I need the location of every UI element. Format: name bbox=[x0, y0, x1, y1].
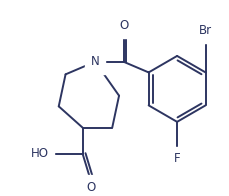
Text: O: O bbox=[119, 19, 128, 32]
Text: F: F bbox=[174, 152, 180, 165]
Text: O: O bbox=[86, 181, 95, 194]
Text: HO: HO bbox=[30, 147, 48, 160]
Text: Br: Br bbox=[199, 24, 212, 37]
Text: N: N bbox=[91, 55, 100, 68]
